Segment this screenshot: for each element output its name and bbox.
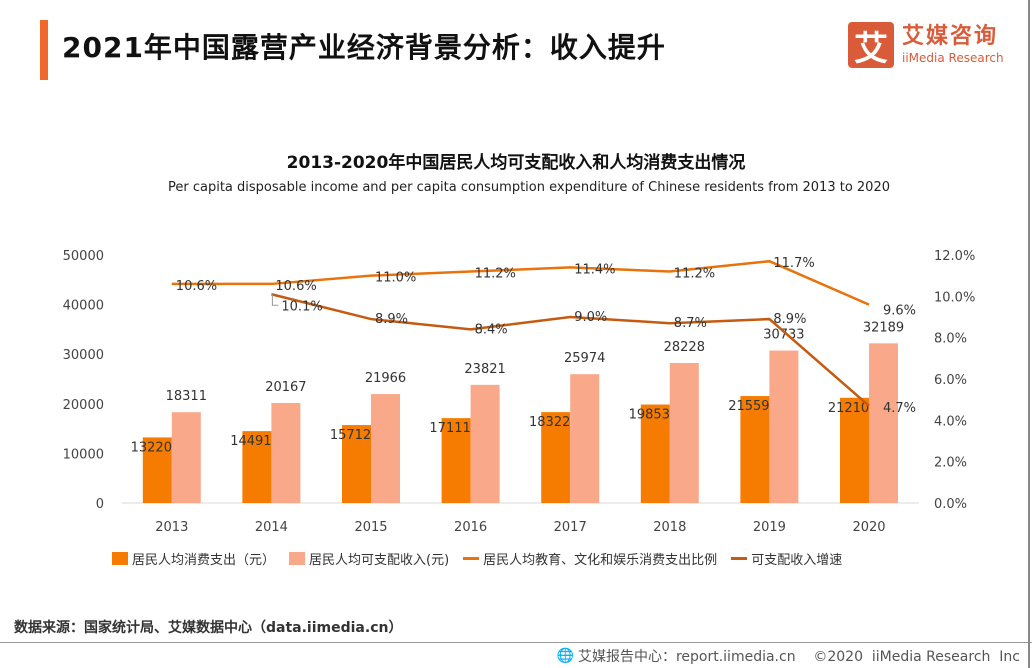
line-data-label: 9.6%	[883, 304, 916, 319]
x-tick-label: 2017	[554, 520, 587, 535]
y-tick-label: 40000	[63, 299, 104, 314]
y-tick-label: 10000	[63, 447, 104, 462]
bar-consumption	[342, 425, 371, 503]
y2-tick-label: 2.0%	[934, 456, 967, 471]
line-data-label: 4.7%	[883, 401, 916, 416]
legend-item-consumption: 居民人均消费支出（元）	[112, 549, 275, 568]
line-data-label: 8.9%	[773, 312, 806, 327]
x-tick-label: 2016	[454, 520, 487, 535]
bar-consumption	[541, 412, 571, 503]
footer-text: 艾媒报告中心：report.iimedia.cn ©2020 iiMedia R…	[577, 649, 1020, 665]
logo: 艾 艾媒咨询 iiMedia Research	[848, 22, 1004, 69]
bar-consumption	[142, 437, 172, 503]
y-tick-label: 30000	[63, 348, 104, 363]
bar-income	[769, 350, 799, 503]
logo-cn: 艾媒咨询	[902, 24, 999, 49]
legend: 居民人均消费支出（元） 居民人均可支配收入(元) 居民人均教育、文化和娱乐消费支…	[112, 549, 856, 568]
bar-data-label: 20167	[265, 380, 306, 395]
logo-en: iiMedia Research	[902, 51, 1004, 65]
x-tick-label: 2015	[354, 520, 387, 535]
legend-item-education-ratio: 居民人均教育、文化和娱乐消费支出比例	[463, 549, 717, 568]
bar-data-label: 30733	[763, 328, 804, 343]
bar-data-label: 18322	[529, 415, 570, 430]
chart: 0 10000 20000 30000 40000 50000 0.0% 2.0% 4.0% 6.…	[63, 249, 976, 535]
line-data-label: 9.0%	[574, 310, 607, 325]
line-data-label: 11.4%	[574, 262, 615, 277]
line-income-growth	[271, 293, 870, 407]
y2-tick-label: 10.0%	[934, 290, 975, 305]
line-data-label: 11.2%	[674, 267, 715, 282]
chart-subtitle: Per capita disposable income and per cap…	[167, 180, 890, 195]
bar-data-label: 14491	[230, 434, 271, 449]
y2-tick-label: 12.0%	[934, 249, 975, 264]
legend-swatch	[463, 557, 480, 560]
bar-income	[371, 394, 400, 503]
frame-border	[1028, 0, 1030, 668]
y2-tick-label: 0.0%	[934, 497, 967, 512]
logo-mark: 艾	[848, 22, 894, 69]
bar-data-label: 25974	[564, 351, 605, 366]
bar-data-label: 28228	[664, 340, 705, 355]
chart-title: 2013-2020年中国居民人均可支配收入和人均消费支出情况	[286, 153, 746, 173]
line-education-ratio	[171, 259, 870, 306]
data-source: 数据来源：国家统计局、艾媒数据中心（data.iimedia.cn）	[14, 620, 403, 636]
bar-consumption	[441, 418, 471, 503]
legend-swatch	[112, 552, 128, 565]
line-data-label: 11.2%	[475, 267, 516, 282]
y-tick-label: 50000	[63, 249, 104, 264]
footer: 🌐 艾媒报告中心：report.iimedia.cn ©2020 iiMedia…	[557, 646, 1020, 666]
legend-item-income: 居民人均可支配收入(元)	[289, 549, 449, 568]
bar-income	[669, 362, 699, 503]
bar-income	[570, 374, 600, 503]
bar-income	[869, 343, 898, 503]
line-data-label: 10.1%	[281, 299, 322, 314]
bar-data-label: 13220	[131, 440, 172, 455]
bar-consumption	[640, 404, 670, 503]
x-tick-label: 2019	[753, 520, 786, 535]
legend-label: 居民人均消费支出（元）	[132, 553, 276, 568]
bar-consumption	[242, 431, 272, 503]
x-tick-label: 2018	[653, 520, 686, 535]
bar-data-label: 21559	[728, 399, 769, 414]
page-title: 2021年中国露营产业经济背景分析：收入提升	[62, 31, 666, 64]
line-data-label: 10.6%	[275, 279, 316, 294]
y2-tick-label: 8.0%	[934, 332, 967, 347]
bar-data-label: 21966	[365, 371, 406, 386]
bar-income	[171, 412, 201, 503]
bar-data-label: 17111	[429, 421, 470, 436]
y2-tick-label: 4.0%	[934, 414, 967, 429]
bar-consumption	[840, 397, 869, 503]
bar-data-label: 21210	[828, 401, 869, 416]
line-data-label: 11.7%	[773, 256, 814, 271]
x-tick-label: 2014	[255, 520, 288, 535]
bar-consumption	[740, 396, 770, 503]
y2-tick-label: 6.0%	[934, 373, 967, 388]
x-tick-label: 2013	[155, 520, 188, 535]
line-data-label: 8.4%	[475, 322, 508, 337]
footer-divider	[0, 642, 1032, 643]
bar-income	[271, 402, 301, 503]
legend-label: 可支配收入增速	[751, 553, 843, 568]
bar-data-label: 23821	[464, 362, 505, 377]
line-data-label: 11.0%	[375, 271, 416, 286]
bar-income	[470, 384, 500, 503]
line-data-label: 10.6%	[176, 279, 217, 294]
legend-label: 居民人均教育、文化和娱乐消费支出比例	[483, 553, 718, 568]
leader-line	[271, 294, 279, 306]
legend-label: 居民人均可支配收入(元)	[309, 553, 450, 568]
y-tick-label: 0	[96, 497, 104, 512]
bar-data-label: 32189	[863, 320, 904, 335]
y-tick-label: 20000	[63, 398, 104, 413]
bar-data-label: 18311	[166, 389, 207, 404]
bar-data-label: 19853	[629, 408, 670, 423]
x-tick-label: 2020	[852, 520, 885, 535]
title-accent-bar	[40, 20, 48, 80]
legend-item-income-growth: 可支配收入增速	[731, 549, 842, 568]
legend-swatch	[731, 557, 748, 560]
line-data-label: 8.9%	[375, 312, 408, 327]
globe-icon: 🌐	[556, 648, 574, 664]
bar-data-label: 15712	[330, 428, 371, 443]
line-data-label: 8.7%	[674, 316, 707, 331]
legend-swatch	[289, 552, 306, 565]
